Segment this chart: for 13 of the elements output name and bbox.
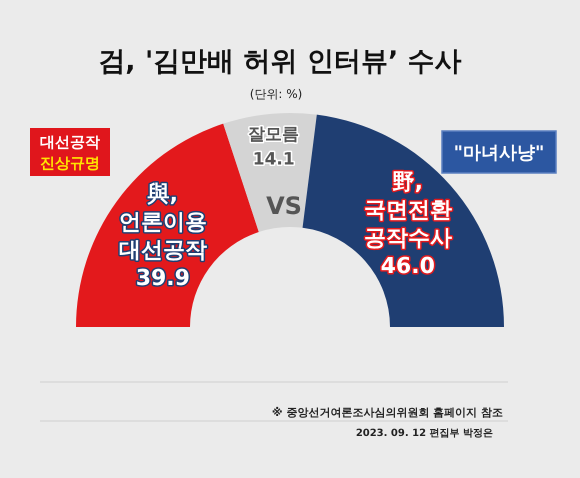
text: 대선공작 진상규명 [40,132,100,172]
text: VS [266,192,302,220]
chart-subtitle: (단위: %) [250,87,302,101]
text: ※ 중앙선거여론조사심의위원회 홈페이지 참조 [272,406,503,419]
slice-label: 野, 국면전환 공작수사 [364,170,452,252]
text: 2023. 09. 12 편집부 박정은 [356,428,493,439]
data-label: 14.1 [252,149,295,170]
data-label: 39.9 [136,266,190,291]
text: "마녀사냥" [454,142,544,164]
slice-label: 잘모름 [248,124,300,144]
slice-label: 與, 언론이용 대선공작 [118,182,207,263]
data-label: 46.0 [380,254,435,280]
chart-title: 검, '김만배 허위 인터뷰’ 수사 [98,46,462,77]
